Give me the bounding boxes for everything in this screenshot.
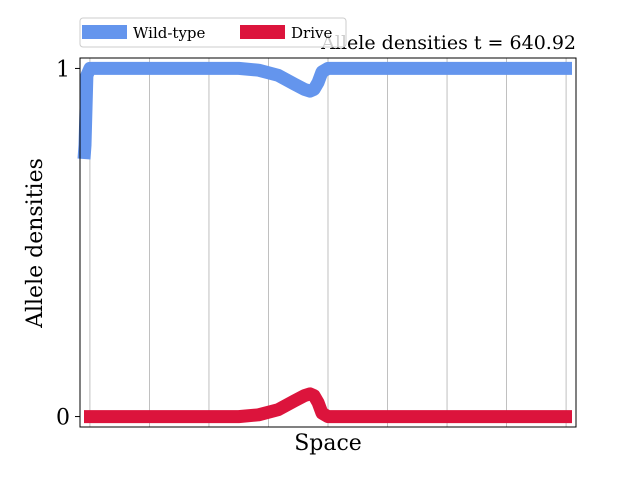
x-axis-label: Space <box>294 431 362 456</box>
series-line <box>84 387 572 424</box>
y-axis-label: Allele densities <box>23 158 48 329</box>
legend-swatch <box>82 25 127 39</box>
x-grid <box>89 58 567 427</box>
y-tick-label: 1 <box>56 57 70 82</box>
plot-frame <box>79 57 577 428</box>
legend-swatch <box>240 25 285 39</box>
legend: Wild-type Drive <box>79 17 347 48</box>
chart-title: Allele densities t = 640.92 <box>320 32 576 54</box>
legend-label: Drive <box>291 24 332 42</box>
series-line <box>77 61 572 160</box>
series-lines <box>77 61 572 424</box>
legend-label: Wild-type <box>133 24 206 42</box>
y-ticks: 01 <box>56 57 80 431</box>
y-tick-label: 0 <box>56 406 70 431</box>
